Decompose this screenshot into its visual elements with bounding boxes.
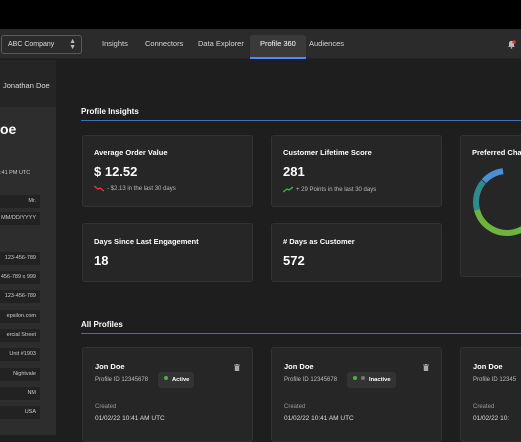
navbar: ABC Company ▲ ▼ Insights Connectors Data … — [0, 29, 521, 59]
sidebar-timestamp: :41 PM UTC — [0, 170, 31, 176]
created-label: Created — [95, 404, 117, 410]
profile-name: Jon Doe — [284, 362, 314, 371]
card-title: Customer Lifetime Score — [283, 148, 372, 157]
average-order-value-card: Average Order Value $ 12.52 - $2.13 in t… — [82, 135, 253, 207]
sidebar-field-city[interactable]: Nightvale — [0, 368, 40, 381]
status-label: Inactive — [369, 377, 391, 383]
days-as-customer-card: # Days as Customer 572 — [271, 223, 442, 282]
created-date: 01/02/22 10: — [473, 415, 510, 422]
status-dot-icon — [361, 376, 365, 380]
tab-connectors[interactable]: Connectors — [145, 39, 184, 48]
profile-id: Profile ID 12345 — [473, 377, 517, 383]
sidebar-field-email[interactable]: epsilon.com — [0, 310, 40, 323]
card-title: Preferred Cha — [472, 148, 521, 157]
channel-donut-chart — [473, 168, 521, 236]
sidebar-field-phone[interactable]: 123-456-789 — [0, 252, 40, 265]
trend-down-icon — [94, 185, 104, 192]
sidebar-field-title[interactable]: Mr. — [0, 195, 40, 208]
sidebar-profile-name: oe — [0, 121, 17, 137]
profile-card[interactable]: Jon Doe Profile ID 12345678 Active Creat… — [82, 347, 253, 442]
status-badge: Inactive — [347, 372, 396, 388]
tab-data-explorer[interactable]: Data Explorer — [198, 39, 244, 48]
section-divider — [81, 333, 521, 334]
profile-insights-title: Profile Insights — [81, 107, 139, 116]
created-label: Created — [473, 404, 495, 410]
sidebar-field-birthdate[interactable]: MM/DD/YYYY — [0, 212, 40, 225]
card-value: 572 — [283, 253, 305, 268]
profile-name: Jon Doe — [95, 362, 125, 371]
created-date: 01/02/22 10:41 AM UTC — [284, 415, 354, 422]
company-select-label: ABC Company — [8, 41, 55, 48]
profile-card[interactable]: Jon Doe Profile ID 12345 Created 01/02/2… — [460, 347, 521, 442]
status-dot-icon — [164, 376, 168, 380]
bell-icon[interactable] — [507, 40, 516, 49]
card-value: 18 — [94, 253, 109, 268]
preferred-channel-card: Preferred Cha — [460, 135, 521, 277]
created-date: 01/02/22 10:41 AM UTC — [95, 415, 165, 422]
profile-id: Profile ID 12345678 — [95, 377, 149, 383]
card-title: Days Since Last Engagement — [94, 237, 199, 246]
sidebar-field-unit[interactable]: Unit #1903 — [0, 348, 40, 361]
status-badge: Active — [158, 372, 195, 388]
tab-insights[interactable]: Insights — [102, 39, 128, 48]
status-dot-icon — [353, 376, 357, 380]
tab-audiences[interactable]: Audiences — [309, 39, 345, 48]
section-divider — [81, 120, 521, 121]
status-label: Active — [172, 377, 190, 383]
created-label: Created — [284, 404, 306, 410]
card-value: $ 12.52 — [94, 164, 138, 179]
select-arrows-icon: ▲ ▼ — [69, 38, 76, 51]
profile-name: Jon Doe — [473, 362, 503, 371]
sidebar-user-name: Jonathan Doe — [3, 81, 50, 90]
sidebar-field-phone-ext[interactable]: 456-789 x 999 — [0, 271, 40, 284]
trend-up-icon — [283, 186, 293, 193]
trash-icon[interactable] — [234, 364, 240, 371]
all-profiles-title: All Profiles — [81, 320, 123, 329]
top-bar — [0, 0, 521, 29]
days-since-engagement-card: Days Since Last Engagement 18 — [82, 223, 253, 282]
trash-icon[interactable] — [423, 364, 429, 371]
tab-profile-360[interactable]: Profile 360 — [250, 35, 306, 59]
card-value: 281 — [283, 164, 305, 179]
company-select[interactable]: ABC Company ▲ ▼ — [1, 35, 82, 54]
card-title: Average Order Value — [94, 148, 168, 157]
sidebar-field-mobile[interactable]: 123-456-789 — [0, 290, 40, 303]
card-subtext: - $2.13 in the last 30 days — [107, 186, 176, 192]
sidebar-field-street[interactable]: ercial Street — [0, 329, 40, 342]
card-title: # Days as Customer — [283, 237, 355, 246]
profile-id: Profile ID 12345678 — [284, 377, 338, 383]
profile-card[interactable]: Jon Doe Profile ID 12345678 Inactive Cre… — [271, 347, 442, 442]
sidebar-field-state[interactable]: NM — [0, 387, 40, 400]
sidebar-field-country[interactable]: USA — [0, 406, 40, 419]
customer-lifetime-score-card: Customer Lifetime Score 281 + 29 Points … — [271, 135, 442, 207]
card-subtext: + 29 Points in the last 30 days — [296, 187, 377, 193]
